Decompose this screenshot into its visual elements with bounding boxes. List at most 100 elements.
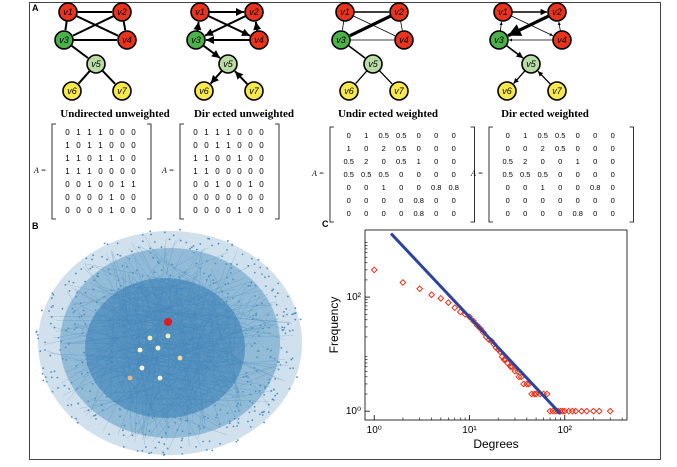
network-node xyxy=(190,361,192,364)
matrix-cell: 0 xyxy=(226,154,231,163)
data-point xyxy=(428,291,436,299)
network-edge xyxy=(215,314,223,342)
matrix-cell: 0 xyxy=(452,144,456,153)
network-node xyxy=(267,403,270,406)
network-node xyxy=(141,411,144,414)
network-edge xyxy=(165,293,269,339)
data-point xyxy=(546,407,554,415)
data-point xyxy=(606,407,614,415)
matrix-cell: 1 xyxy=(76,154,81,163)
network-node xyxy=(156,413,159,416)
network-node xyxy=(181,453,184,455)
graph-node xyxy=(331,30,351,50)
matrix-cell: 0 xyxy=(399,170,403,179)
matrix-cell: 1 xyxy=(204,167,209,176)
network-node xyxy=(80,315,83,317)
network-node xyxy=(53,370,56,373)
network-node xyxy=(101,385,103,388)
network-node xyxy=(97,275,99,278)
network-edge xyxy=(225,301,242,355)
matrix-cell: 0 xyxy=(541,196,545,205)
network-edge xyxy=(154,333,249,402)
matrix-cell: 0 xyxy=(558,196,562,205)
network-edge xyxy=(105,322,159,362)
network-node xyxy=(49,322,52,325)
network-edge xyxy=(178,288,236,302)
matrix-cell: 1 xyxy=(523,131,527,140)
graph-2: v1 v2 v3 v4 v5 v6 v7 xyxy=(186,2,269,101)
matrix-cell: 1 xyxy=(226,128,231,137)
network-node xyxy=(207,318,210,321)
network-node xyxy=(172,309,175,312)
network-node xyxy=(97,350,100,353)
network-node xyxy=(211,335,214,337)
graph-node xyxy=(112,2,132,22)
network-node xyxy=(51,390,54,393)
matrix-cell: 1 xyxy=(131,180,136,189)
network-hub xyxy=(157,375,163,381)
network-node xyxy=(232,278,234,281)
network-edge xyxy=(134,377,209,396)
network-node xyxy=(197,425,200,428)
network-node xyxy=(147,367,149,370)
network-node xyxy=(249,383,252,386)
network-node xyxy=(53,326,56,329)
matrix-cell: 1 xyxy=(109,193,114,202)
network-node xyxy=(146,322,149,325)
network-node xyxy=(226,240,229,242)
network-node xyxy=(172,234,175,237)
network-node xyxy=(92,288,95,291)
network-edge xyxy=(84,282,188,417)
network-node xyxy=(269,355,272,358)
network-node xyxy=(164,371,167,373)
network-node xyxy=(99,331,102,333)
graph-edge xyxy=(77,70,91,85)
network-node xyxy=(101,307,103,309)
network-node xyxy=(181,430,184,433)
matrix-bracket xyxy=(179,123,184,220)
network-node xyxy=(162,407,164,410)
network-node xyxy=(116,362,119,365)
network-node xyxy=(73,309,76,312)
matrix-cell: 0 xyxy=(109,167,114,176)
network-node xyxy=(189,432,191,435)
network-node xyxy=(274,295,277,298)
network-node xyxy=(229,337,232,340)
network-node xyxy=(128,257,131,260)
network-node xyxy=(163,453,166,456)
network-edge xyxy=(74,321,154,409)
network-hub-highlight xyxy=(164,318,172,326)
network-node xyxy=(158,441,160,444)
matrix-cell: 0 xyxy=(131,128,136,137)
network-node xyxy=(141,240,144,243)
graph-node-label: v5 xyxy=(91,59,102,69)
network-edge xyxy=(160,394,222,429)
network-node xyxy=(227,315,230,318)
network-edge xyxy=(134,275,201,301)
network-node xyxy=(116,395,119,398)
network-node xyxy=(219,387,222,390)
matrix-cell: 0 xyxy=(131,206,136,215)
network-node xyxy=(259,413,261,416)
network-node xyxy=(214,262,217,265)
network-node xyxy=(116,242,119,245)
network-node xyxy=(228,422,231,425)
network-node xyxy=(192,245,195,247)
network-node xyxy=(87,409,90,412)
degree-distribution-chart: 10⁰ 10¹ 10² 10⁰ 10² Degrees Frequency xyxy=(327,229,628,451)
matrix-cell: 0 xyxy=(576,183,580,192)
matrix-cell: 0.5 xyxy=(396,131,406,140)
network-edge xyxy=(173,287,241,412)
matrix-cell: 0 xyxy=(541,157,545,166)
network-node xyxy=(157,305,160,308)
matrix-cell: 0 xyxy=(434,209,438,218)
network-node xyxy=(199,427,202,430)
matrix-cell: 0 xyxy=(87,193,92,202)
network-edge xyxy=(112,251,170,396)
graph-node xyxy=(62,81,82,101)
graph-title-4: Dir ected weighted xyxy=(501,108,589,120)
y-tick-label: 10⁰ xyxy=(346,406,361,417)
network-node xyxy=(136,450,139,452)
network-node xyxy=(68,387,71,390)
network-edge xyxy=(147,288,168,379)
